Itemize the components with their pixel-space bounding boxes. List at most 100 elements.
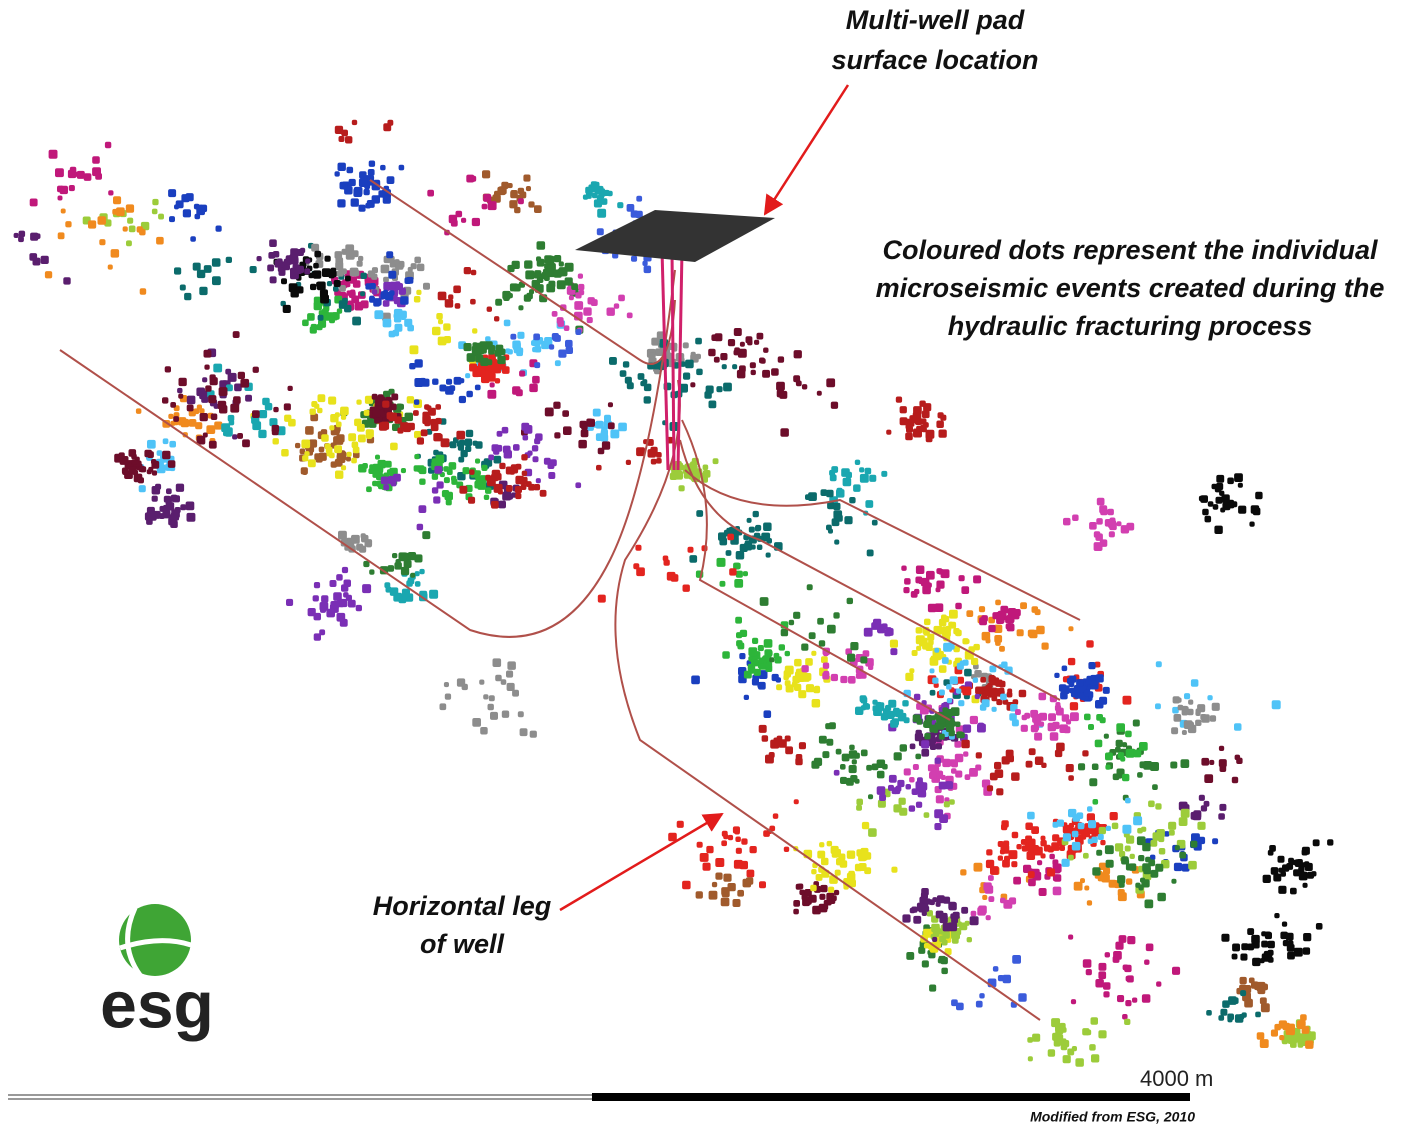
microseismic-event [655, 348, 663, 356]
microseismic-event [489, 345, 496, 352]
microseismic-event [469, 364, 477, 372]
microseismic-event [422, 416, 431, 425]
microseismic-event [882, 764, 888, 770]
microseismic-event [1071, 691, 1077, 697]
microseismic-event [316, 324, 322, 330]
microseismic-event [426, 405, 431, 410]
microseismic-event [963, 751, 968, 756]
microseismic-event [743, 879, 752, 888]
microseismic-event [455, 303, 461, 309]
microseismic-event [578, 284, 584, 290]
microseismic-event [259, 410, 267, 418]
microseismic-event [1195, 711, 1200, 716]
microseismic-event [703, 863, 711, 871]
microseismic-event [392, 553, 397, 558]
microseismic-event [1072, 842, 1081, 851]
microseismic-event [185, 211, 191, 217]
microseismic-event [1124, 965, 1131, 972]
microseismic-event [14, 233, 19, 238]
microseismic-event [351, 535, 360, 544]
microseismic-event [1182, 730, 1187, 735]
microseismic-event [1035, 757, 1044, 766]
microseismic-event [1021, 725, 1028, 732]
microseismic-event [574, 301, 583, 310]
microseismic-event [1213, 504, 1219, 510]
microseismic-event [483, 694, 488, 699]
microseismic-event [375, 455, 380, 460]
microseismic-event [952, 930, 959, 937]
microseismic-event [350, 290, 356, 296]
microseismic-event [1012, 955, 1021, 964]
microseismic-event [1063, 518, 1071, 526]
microseismic-event [689, 555, 697, 563]
microseismic-event [1307, 872, 1314, 879]
microseismic-event [494, 316, 499, 321]
microseismic-event [986, 915, 991, 920]
microseismic-event [863, 650, 870, 657]
microseismic-event [399, 552, 408, 561]
microseismic-event [648, 449, 657, 458]
microseismic-event [1231, 501, 1237, 507]
microseismic-event [644, 384, 652, 392]
microseismic-event [537, 259, 545, 267]
microseismic-event [940, 415, 946, 421]
microseismic-event [1025, 836, 1032, 843]
microseismic-event [415, 359, 423, 367]
microseismic-event [663, 556, 669, 562]
microseismic-event [714, 357, 720, 363]
microseismic-event [939, 782, 947, 790]
microseismic-event [1209, 760, 1214, 765]
microseismic-event [784, 847, 789, 852]
microseismic-event [441, 438, 450, 447]
microseismic-event [396, 404, 402, 410]
microseismic-event [386, 251, 393, 258]
vertical-well [678, 250, 682, 470]
microseismic-event [1063, 1055, 1071, 1063]
microseismic-event [863, 703, 869, 709]
microseismic-event [526, 186, 531, 191]
microseismic-event [1027, 851, 1036, 860]
microseismic-event [58, 196, 63, 201]
microseismic-event [948, 622, 953, 627]
microseismic-event [607, 308, 615, 316]
microseismic-event [728, 339, 735, 346]
microseismic-event [909, 777, 915, 783]
microseismic-event [923, 722, 929, 728]
microseismic-event [717, 558, 726, 567]
microseismic-event [1028, 846, 1034, 852]
microseismic-event [345, 136, 352, 143]
microseismic-event [433, 450, 439, 456]
microseismic-event [772, 674, 779, 681]
microseismic-event [904, 768, 911, 775]
scale-bar: 4000 m [8, 1066, 1213, 1101]
microseismic-event [1132, 998, 1137, 1003]
microseismic-event [796, 754, 803, 761]
microseismic-event [277, 258, 283, 264]
microseismic-event [677, 821, 684, 828]
microseismic-event [850, 642, 858, 650]
microseismic-event [545, 408, 554, 417]
microseismic-event [1181, 759, 1190, 768]
microseismic-event [383, 484, 389, 490]
microseismic-event [506, 671, 513, 678]
microseismic-event [314, 582, 320, 588]
microseismic-event [99, 239, 105, 245]
microseismic-event [787, 747, 792, 752]
microseismic-event [524, 260, 532, 268]
microseismic-event [262, 398, 270, 406]
microseismic-event [1069, 681, 1075, 687]
microseismic-event [333, 602, 339, 608]
microseismic-event [1175, 845, 1180, 850]
microseismic-event [1200, 495, 1208, 503]
microseismic-event [1293, 869, 1300, 876]
microseismic-event [190, 236, 196, 242]
microseismic-event [1089, 778, 1097, 786]
microseismic-event [237, 433, 243, 439]
microseismic-event [330, 580, 337, 587]
microseismic-event [924, 733, 930, 739]
microseismic-event [763, 523, 772, 532]
microseismic-event [1070, 712, 1079, 721]
microseismic-event [164, 496, 171, 503]
microseismic-event [565, 340, 573, 348]
microseismic-event [485, 336, 491, 342]
